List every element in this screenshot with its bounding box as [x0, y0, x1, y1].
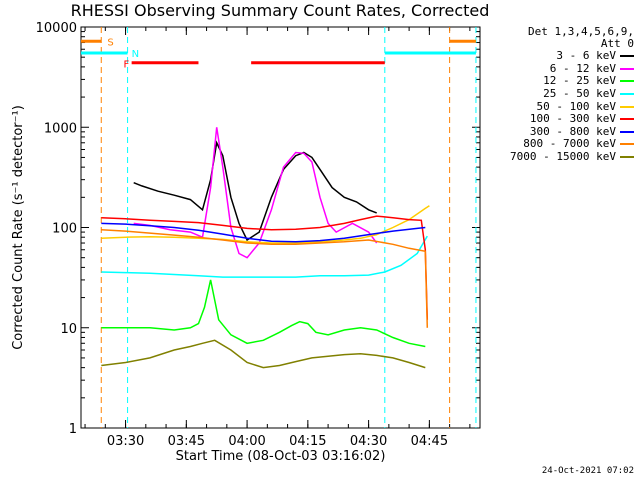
- series-line: [101, 279, 426, 348]
- y-tick-label: 10000: [36, 21, 77, 36]
- x-tick-label: 03:45: [168, 434, 205, 449]
- x-tick-label: 04:45: [411, 434, 448, 449]
- legend-header-line-2: Att 0: [600, 37, 634, 50]
- legend-entry-label: 50 - 100 keV: [536, 99, 616, 113]
- chart-title: RHESSI Observing Summary Count Rates, Co…: [70, 1, 490, 20]
- legend-entry: 50 - 100 keV: [478, 100, 634, 113]
- legend-entry-label: 7000 - 15000 keV: [510, 150, 616, 164]
- series-line: [101, 205, 430, 244]
- flag-label-s: S: [107, 37, 113, 48]
- y-tick-label: 10: [60, 322, 77, 337]
- chart-legend: Det 1,3,4,5,6,9, Att 0 3 - 6 keV 6 - 12 k…: [478, 26, 634, 163]
- legend-entry-label: 6 - 12 keV: [549, 61, 616, 75]
- y-tick-label: 1: [69, 422, 77, 437]
- legend-swatch: [620, 93, 634, 96]
- series-line: [101, 222, 426, 243]
- legend-entry: 300 - 800 keV: [478, 124, 634, 139]
- legend-swatch: [620, 130, 634, 133]
- legend-header-line-1: Det 1,3,4,5,6,9,: [528, 25, 634, 38]
- series-line: [101, 235, 428, 278]
- y-tick-label: 1000: [44, 121, 77, 136]
- legend-swatch: [620, 105, 634, 108]
- legend-entry-label: 3 - 6 keV: [556, 49, 616, 63]
- legend-swatch: [620, 156, 634, 159]
- legend-entry: 7000 - 15000 keV: [478, 151, 634, 164]
- series-line: [101, 228, 429, 328]
- render-timestamp: 24-Oct-2021 07:02: [541, 466, 634, 476]
- legend-swatch: [620, 55, 634, 58]
- x-tick-label: 04:15: [289, 434, 326, 449]
- series-line: [101, 339, 426, 369]
- legend-entry: 100 - 300 keV: [478, 113, 634, 126]
- flag-label-f: F: [124, 60, 130, 71]
- x-tick-label: 04:30: [350, 434, 387, 449]
- legend-swatch: [620, 143, 634, 146]
- legend-entry-label: 300 - 800 keV: [529, 124, 616, 138]
- legend-entry-label: 25 - 50 keV: [543, 87, 616, 101]
- x-tick-label: 04:00: [228, 434, 265, 449]
- y-axis-label: Corrected Count Rate (s⁻¹ detector⁻¹): [11, 105, 26, 350]
- legend-entry: 3 - 6 keV: [478, 50, 634, 63]
- legend-swatch: [620, 67, 634, 70]
- legend-entry-label: 100 - 300 keV: [529, 112, 616, 126]
- legend-entry: 12 - 25 keV: [478, 75, 634, 88]
- flag-label-n: N: [132, 49, 139, 60]
- legend-swatch: [620, 80, 634, 83]
- y-tick-label: 100: [52, 222, 77, 237]
- x-axis-label: Start Time (08-Oct-03 03:16:02): [176, 449, 386, 464]
- series-line: [101, 215, 429, 320]
- legend-entry-label: 12 - 25 keV: [543, 74, 616, 88]
- x-tick-label: 03:30: [107, 434, 144, 449]
- legend-entry-label: 800 - 7000 keV: [523, 137, 616, 151]
- legend-entry: 25 - 50 keV: [478, 88, 634, 101]
- legend-entry: 6 - 12 keV: [478, 61, 634, 76]
- series-line: [133, 140, 377, 242]
- legend-swatch: [620, 118, 634, 121]
- legend-entry: 800 - 7000 keV: [478, 138, 634, 151]
